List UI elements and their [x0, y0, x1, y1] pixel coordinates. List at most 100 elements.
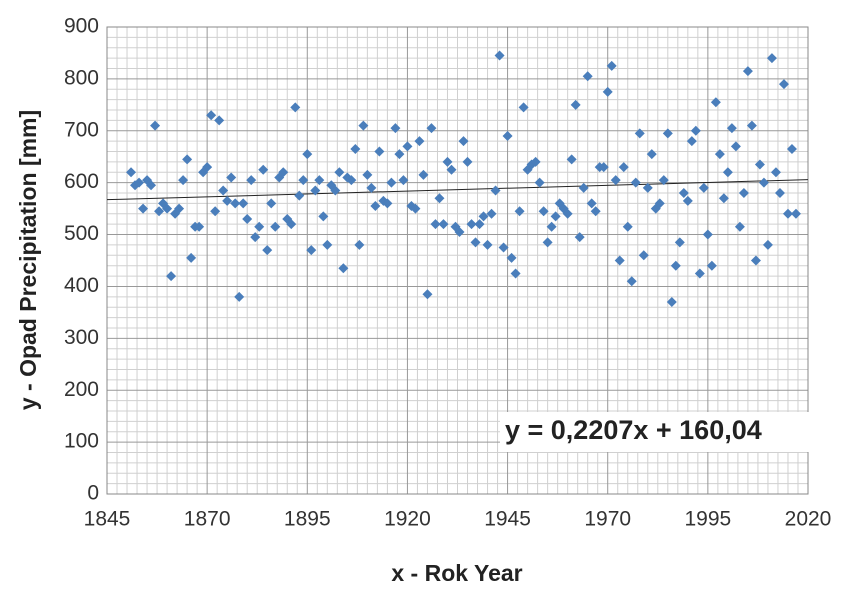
point — [222, 195, 233, 206]
point — [214, 115, 225, 126]
point — [294, 190, 305, 201]
point — [626, 276, 637, 287]
point — [334, 167, 345, 178]
x-tick-label: 1895 — [284, 508, 331, 531]
point — [682, 195, 693, 206]
point — [402, 141, 413, 152]
point — [714, 149, 725, 160]
point — [590, 206, 601, 217]
point — [746, 120, 757, 131]
point — [374, 146, 385, 157]
point — [782, 208, 793, 219]
point — [446, 164, 457, 175]
point — [278, 167, 289, 178]
point — [494, 50, 505, 61]
point — [678, 188, 689, 199]
point — [470, 237, 481, 248]
x-tick-label: 1995 — [684, 508, 731, 531]
y-tick-label: 100 — [64, 430, 99, 453]
trendline — [106, 179, 809, 201]
point — [530, 156, 541, 167]
x-tick-label: 1845 — [84, 508, 131, 531]
point — [578, 182, 589, 193]
point — [790, 208, 801, 219]
point — [698, 182, 709, 193]
equation-background — [500, 412, 840, 452]
point — [138, 203, 149, 214]
point — [318, 211, 329, 222]
point — [258, 164, 269, 175]
point — [426, 123, 437, 134]
point — [246, 175, 257, 186]
point — [654, 198, 665, 209]
point — [338, 263, 349, 274]
point — [758, 177, 769, 188]
point — [230, 198, 241, 209]
point — [438, 219, 449, 230]
point — [694, 268, 705, 279]
point — [766, 53, 777, 64]
point — [382, 198, 393, 209]
point — [622, 221, 633, 232]
point — [774, 188, 785, 199]
y-tick-label: 0 — [87, 482, 99, 505]
x-tick-label: 2020 — [785, 508, 832, 531]
point — [202, 162, 213, 173]
point — [674, 237, 685, 248]
point — [638, 250, 649, 261]
point — [350, 143, 361, 154]
y-tick-label: 300 — [64, 326, 99, 349]
point — [546, 221, 557, 232]
point — [298, 175, 309, 186]
point — [646, 149, 657, 160]
point — [250, 232, 261, 243]
point — [354, 239, 365, 250]
point — [182, 154, 193, 165]
point — [602, 86, 613, 97]
point — [702, 229, 713, 240]
point — [730, 141, 741, 152]
point — [630, 177, 641, 188]
point — [434, 193, 445, 204]
point — [490, 185, 501, 196]
x-tick-label: 1970 — [584, 508, 631, 531]
point — [454, 226, 465, 237]
point — [538, 206, 549, 217]
point — [386, 177, 397, 188]
point — [606, 60, 617, 71]
point — [206, 110, 217, 121]
point — [734, 221, 745, 232]
y-tick-label: 700 — [64, 118, 99, 141]
point — [598, 162, 609, 173]
point — [458, 136, 469, 147]
point — [518, 102, 529, 113]
y-tick-label: 900 — [64, 15, 99, 38]
point — [754, 159, 765, 170]
point — [330, 185, 341, 196]
point — [610, 175, 621, 186]
point — [150, 120, 161, 131]
point — [166, 271, 177, 282]
point — [346, 175, 357, 186]
point — [418, 169, 429, 180]
point — [618, 162, 629, 173]
point — [366, 182, 377, 193]
point — [302, 149, 313, 160]
point — [786, 143, 797, 154]
x-tick-label: 1920 — [384, 508, 431, 531]
point — [362, 169, 373, 180]
point — [390, 123, 401, 134]
point — [442, 156, 453, 167]
point — [642, 182, 653, 193]
y-axis-title: y - Opad Precipitation [mm] — [15, 110, 41, 410]
point — [502, 130, 513, 141]
point — [550, 211, 561, 222]
point — [726, 123, 737, 134]
point — [634, 128, 645, 139]
point — [266, 198, 277, 209]
point — [670, 260, 681, 271]
point — [286, 219, 297, 230]
plot-frame — [106, 26, 809, 495]
point — [750, 255, 761, 266]
